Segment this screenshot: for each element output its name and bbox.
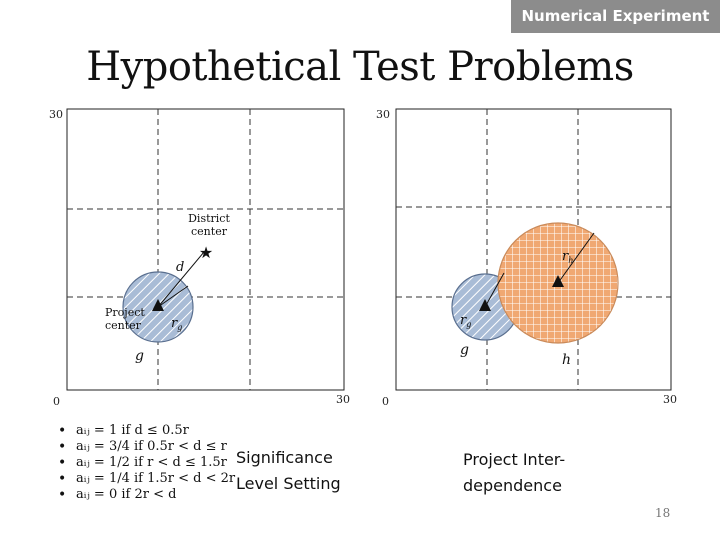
page-number: 18 xyxy=(655,506,671,520)
rule-item: aᵢⱼ = 3/4 if 0.5r < d ≤ r xyxy=(58,439,235,455)
distance-line xyxy=(157,251,205,308)
rule-item: aᵢⱼ = 1 if d ≤ 0.5r xyxy=(58,423,235,439)
radius-line xyxy=(157,285,189,308)
significance-caption: Significance Level Setting xyxy=(236,448,341,493)
g-label: g xyxy=(135,348,144,364)
axis-origin: 0 xyxy=(53,395,60,408)
h-label: h xyxy=(562,352,571,368)
district-center-star-icon: ★ xyxy=(199,243,213,262)
plot-frame xyxy=(66,108,345,391)
significance-rules-list: aᵢⱼ = 1 if d ≤ 0.5r aᵢⱼ = 3/4 if 0.5r < … xyxy=(58,423,235,503)
y-axis-max: 30 xyxy=(376,108,390,121)
x-axis-max: 30 xyxy=(663,393,677,406)
project-center-marker xyxy=(152,299,164,311)
center-g-marker xyxy=(479,299,491,311)
rule-item: aᵢⱼ = 0 if 2r < d xyxy=(58,487,235,503)
section-tag: Numerical Experiment xyxy=(511,0,720,33)
x-axis-max: 30 xyxy=(336,393,350,406)
interdependence-caption: Project Inter- dependence xyxy=(463,450,566,495)
plot-frame xyxy=(395,108,672,391)
g-label: g xyxy=(460,342,469,358)
rg-label: rg xyxy=(460,313,471,329)
significance-diagram: ★ District center d Project center rg g … xyxy=(49,108,350,408)
rh-label: rh xyxy=(562,249,573,265)
project-label-2: center xyxy=(105,319,142,332)
y-axis-max: 30 xyxy=(49,108,63,121)
d-label: d xyxy=(176,260,184,275)
rule-item: aᵢⱼ = 1/4 if 1.5r < d < 2r xyxy=(58,471,235,487)
slide-title: Hypothetical Test Problems xyxy=(86,44,634,90)
center-h-marker xyxy=(552,275,564,287)
rule-item: aᵢⱼ = 1/2 if r < d ≤ 1.5r xyxy=(58,455,235,471)
radius-h-line xyxy=(557,232,595,284)
district-label: District xyxy=(188,212,230,225)
district-label-2: center xyxy=(191,225,228,238)
radius-g-line xyxy=(484,272,505,308)
project-label: Project xyxy=(105,306,145,319)
axis-origin: 0 xyxy=(382,395,389,408)
r-label: rg xyxy=(171,316,182,332)
interdependence-diagram: rh rg g h 30 0 30 xyxy=(376,108,677,408)
